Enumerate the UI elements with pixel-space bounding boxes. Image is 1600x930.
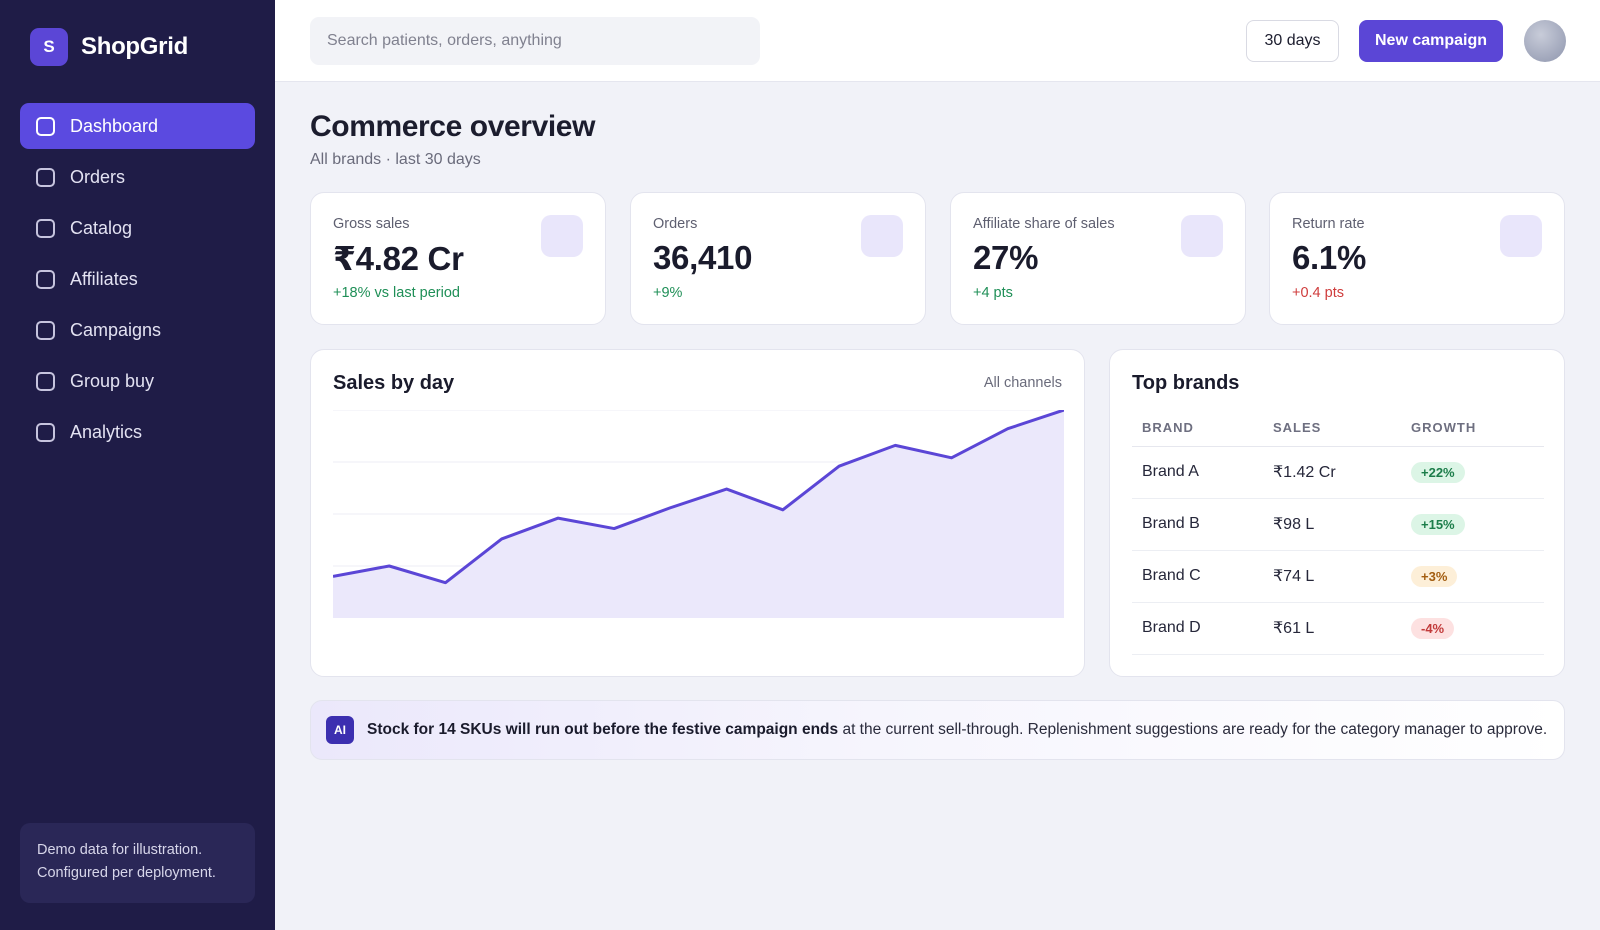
kpi-icon <box>541 215 583 257</box>
kpi-label: Orders <box>653 216 698 232</box>
page-subtitle: All brands · last 30 days <box>310 151 481 168</box>
sidebar-item-dashboard[interactable]: Dashboard <box>20 103 255 149</box>
kpi-delta: +4 pts <box>973 285 1013 301</box>
column-header-sales: SALES <box>1263 410 1401 447</box>
table-row[interactable]: Brand D ₹61 L -4% <box>1132 602 1544 655</box>
sales-chart-title: Sales by day <box>333 372 455 394</box>
channel-filter[interactable]: All channels <box>983 375 1062 391</box>
square-icon <box>36 371 55 391</box>
column-header-growth: GROWTH <box>1401 410 1544 447</box>
top-brands-panel: Top brands BRAND SALES GROWTH Brand A ₹1.… <box>1109 349 1565 677</box>
demo-note: Demo data for illustration. Configured p… <box>20 823 255 903</box>
sidebar-item-group-buy[interactable]: Group buy <box>20 358 255 404</box>
brand-sales-cell: ₹61 L <box>1263 602 1401 655</box>
growth-badge: +3% <box>1411 565 1458 587</box>
brand-growth-cell: +15% <box>1401 498 1544 551</box>
top-brands-table: BRAND SALES GROWTH Brand A ₹1.42 Cr +22% Br… <box>1132 410 1544 655</box>
sidebar-item-campaigns[interactable]: Campaigns <box>20 307 255 353</box>
search-input[interactable] <box>310 17 760 65</box>
brand-growth-cell: +3% <box>1401 550 1544 603</box>
sidebar-item-analytics[interactable]: Analytics <box>20 409 255 455</box>
table-row[interactable]: Brand A ₹1.42 Cr +22% <box>1132 446 1544 499</box>
kpi-label: Return rate <box>1292 216 1365 232</box>
ai-icon: AI <box>326 716 354 744</box>
sidebar-item-catalog[interactable]: Catalog <box>20 205 255 251</box>
sidebar-item-label: Affiliates <box>70 268 138 289</box>
kpi-label: Gross sales <box>333 216 410 232</box>
ai-insight-banner: AI Stock for 14 SKUs will run out before… <box>310 700 1565 760</box>
brand-growth-cell: -4% <box>1401 602 1544 655</box>
sidebar-nav: Dashboard Orders Catalog Affiliates Camp… <box>20 103 255 460</box>
top-brands-title: Top brands <box>1132 372 1240 394</box>
kpi-value: 36,410 <box>653 239 753 276</box>
ai-insight-detail: at the current sell-through. Replenishme… <box>838 721 1548 738</box>
brand-name-cell: Brand D <box>1132 602 1263 655</box>
brand-sales-cell: ₹74 L <box>1263 550 1401 603</box>
kpi-value: 27% <box>973 239 1039 276</box>
square-icon <box>36 269 55 289</box>
kpi-delta: +9% <box>653 285 683 301</box>
sidebar-item-label: Campaigns <box>70 319 162 340</box>
sidebar-item-label: Group buy <box>70 370 155 391</box>
table-row[interactable]: Brand B ₹98 L +15% <box>1132 498 1544 551</box>
sidebar-item-label: Analytics <box>70 421 143 442</box>
table-header-row: BRAND SALES GROWTH <box>1132 410 1544 447</box>
sidebar-item-label: Orders <box>70 166 126 187</box>
kpi-icon <box>861 215 903 257</box>
kpi-value: 6.1% <box>1292 239 1367 276</box>
brand-logo-icon: S <box>30 28 68 66</box>
date-range-button[interactable]: 30 days <box>1246 20 1339 62</box>
kpi-card-return-rate: Return rate 6.1% +0.4 pts <box>1269 192 1565 325</box>
growth-badge: +22% <box>1411 461 1465 483</box>
kpi-label: Affiliate share of sales <box>973 216 1115 232</box>
square-icon <box>36 167 55 187</box>
table-row[interactable]: Brand C ₹74 L +3% <box>1132 550 1544 603</box>
chart-area-fill <box>333 410 1064 618</box>
brand-growth-cell: +22% <box>1401 446 1544 499</box>
page-title: Commerce overview <box>310 110 596 143</box>
growth-badge: -4% <box>1411 617 1455 639</box>
demo-note-line: Configured per deployment. <box>37 865 216 881</box>
kpi-delta: +18% vs last period <box>333 285 460 301</box>
column-header-brand: BRAND <box>1132 410 1263 447</box>
brand-name-cell: Brand C <box>1132 550 1263 603</box>
square-icon <box>36 422 55 442</box>
sidebar: S ShopGrid Dashboard Orders Catalog Affi… <box>0 0 275 930</box>
kpi-icon <box>1181 215 1223 257</box>
brand[interactable]: S ShopGrid <box>30 28 188 66</box>
brand-sales-cell: ₹98 L <box>1263 498 1401 551</box>
brand-name-cell: Brand B <box>1132 498 1263 551</box>
square-icon <box>36 218 55 238</box>
ai-insight-headline: Stock for 14 SKUs will run out before th… <box>367 721 839 738</box>
brand-name-cell: Brand A <box>1132 446 1263 499</box>
sales-line-chart <box>333 410 1064 618</box>
demo-note-line: Demo data for illustration. <box>37 842 203 858</box>
kpi-delta: +0.4 pts <box>1292 285 1344 301</box>
topbar: 30 days New campaign <box>275 0 1600 82</box>
brand-sales-cell: ₹1.42 Cr <box>1263 446 1401 499</box>
square-icon <box>36 320 55 340</box>
sidebar-item-label: Catalog <box>70 217 133 238</box>
sidebar-item-label: Dashboard <box>70 115 159 136</box>
kpi-value: ₹4.82 Cr <box>333 240 464 277</box>
sales-chart-panel: Sales by day All channels <box>310 349 1085 677</box>
square-icon <box>36 116 55 136</box>
ai-insight-text: Stock for 14 SKUs will run out before th… <box>367 721 1547 739</box>
avatar[interactable] <box>1524 20 1566 62</box>
kpi-card-gross-sales: Gross sales ₹4.82 Cr +18% vs last period <box>310 192 606 325</box>
sidebar-item-affiliates[interactable]: Affiliates <box>20 256 255 302</box>
kpi-card-affiliate-share: Affiliate share of sales 27% +4 pts <box>950 192 1246 325</box>
kpi-icon <box>1500 215 1542 257</box>
brand-name: ShopGrid <box>81 33 188 60</box>
chart-series-line <box>333 410 1064 585</box>
growth-badge: +15% <box>1411 513 1465 535</box>
new-campaign-button[interactable]: New campaign <box>1359 20 1503 62</box>
kpi-card-orders: Orders 36,410 +9% <box>630 192 926 325</box>
sidebar-item-orders[interactable]: Orders <box>20 154 255 200</box>
